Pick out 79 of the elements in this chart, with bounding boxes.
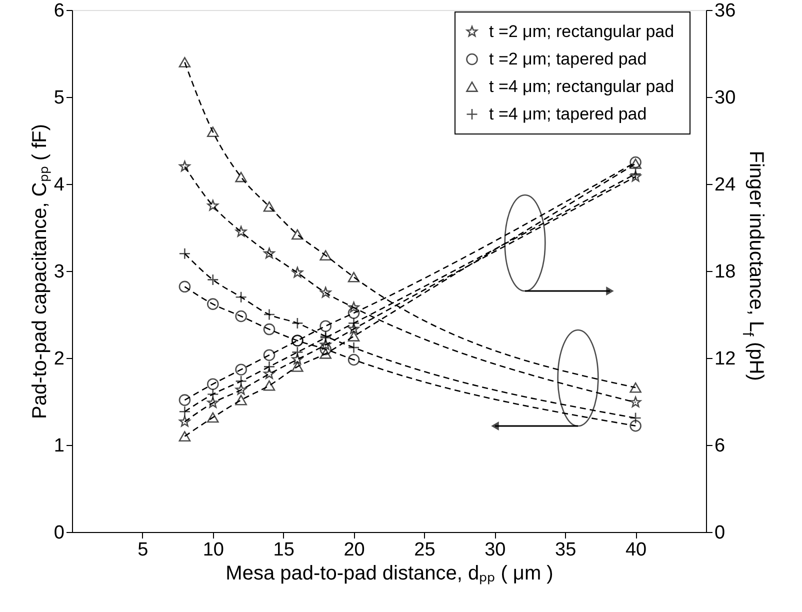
point <box>630 412 642 424</box>
point <box>292 346 304 358</box>
point <box>235 310 247 322</box>
y-axis-title: Pad-to-pad capacitance, Cₚₚ ( fF) <box>28 124 51 420</box>
x-tick-label: 35 <box>555 540 576 560</box>
point <box>235 384 247 395</box>
y-tick-label: 5 <box>54 88 64 108</box>
point <box>630 156 642 168</box>
point <box>292 354 304 364</box>
point <box>292 266 304 278</box>
point <box>320 250 332 261</box>
point <box>630 158 642 169</box>
point <box>320 343 332 356</box>
point <box>178 57 191 68</box>
y-tick-label: 4 <box>54 174 65 196</box>
y-tick-label: 0 <box>54 522 64 544</box>
point <box>235 172 247 182</box>
y2-tick-label: 24 <box>714 174 736 196</box>
y2-tick-label: 30 <box>714 88 736 108</box>
point <box>348 354 360 366</box>
point <box>630 382 642 393</box>
point <box>264 248 275 258</box>
point <box>206 298 219 310</box>
point <box>292 362 304 372</box>
point <box>263 201 276 212</box>
x-tick-label: 10 <box>202 540 224 560</box>
point <box>320 286 332 298</box>
point <box>179 160 190 172</box>
point <box>235 394 247 406</box>
point <box>263 323 276 336</box>
point <box>348 272 360 282</box>
x-tick-label: 40 <box>625 540 647 560</box>
point <box>292 229 304 240</box>
point <box>348 323 360 334</box>
point <box>207 397 219 408</box>
legend-label: t =2 μm; rectangular pad <box>489 22 674 41</box>
point <box>320 320 332 332</box>
point <box>630 420 642 432</box>
point <box>348 307 360 319</box>
point <box>320 339 332 350</box>
point <box>264 368 275 379</box>
point <box>263 380 276 391</box>
y2-tick-label: 18 <box>714 262 736 282</box>
x-axis-title: Mesa pad-to-pad distance, dₚₚ ( μm ) <box>226 562 554 584</box>
x-tick-label: 20 <box>344 540 365 560</box>
y2-tick-label: 0 <box>714 522 726 544</box>
point <box>348 331 360 342</box>
point <box>179 416 190 427</box>
x-tick-label: 5 <box>138 540 148 560</box>
x-tick-label: 25 <box>414 540 436 560</box>
y2-tick-label: 36 <box>714 0 736 22</box>
point <box>206 378 219 390</box>
point <box>630 396 642 408</box>
point <box>630 170 642 182</box>
point <box>178 431 191 442</box>
point <box>235 226 247 237</box>
legend-label: t =4 μm; rectangular pad <box>489 76 674 96</box>
point <box>348 302 360 312</box>
y2-tick-label: 12 <box>714 348 736 370</box>
point <box>206 126 219 137</box>
point <box>206 274 219 286</box>
y-tick-label: 1 <box>54 436 64 456</box>
x-tick-label: 15 <box>273 540 294 560</box>
point <box>320 348 332 359</box>
x-tick-label: 30 <box>484 540 506 560</box>
point <box>630 168 642 180</box>
y2-tick-label: 6 <box>714 436 726 456</box>
point <box>263 349 276 361</box>
point <box>178 394 191 406</box>
y-tick-label: 2 <box>54 348 64 370</box>
y2-axis-title: Finger inductance, Lf (pH) <box>739 150 767 381</box>
point <box>207 200 219 211</box>
point <box>206 412 219 423</box>
legend-label: t =2 μm; tapered pad <box>489 49 647 68</box>
point <box>178 280 191 293</box>
point <box>235 364 247 376</box>
legend-label: t =4 μm; tapered pad <box>489 104 647 124</box>
y-tick-label: 3 <box>54 262 64 282</box>
y-tick-label: 6 <box>54 0 64 22</box>
